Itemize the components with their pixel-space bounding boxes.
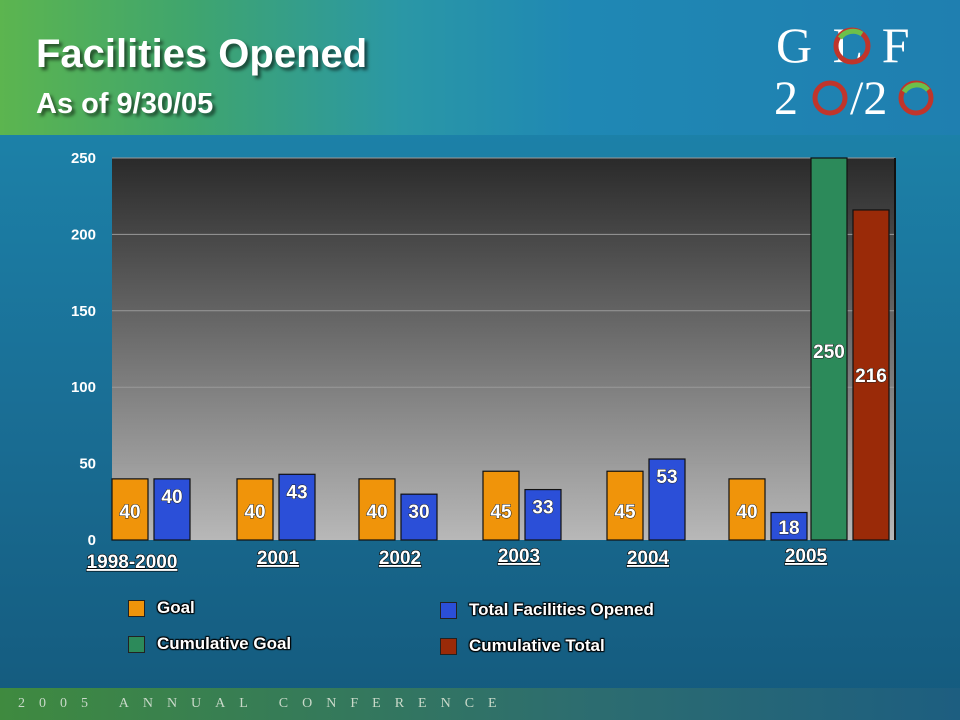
legend-item-cumulative-total: Cumulative Total xyxy=(440,636,605,656)
title-band xyxy=(0,0,960,135)
x-tick-label: 1998-2000 xyxy=(87,552,178,573)
logo-line2a: 2 xyxy=(774,72,798,124)
legend-label-cumulative-total: Cumulative Total xyxy=(469,636,605,655)
x-tick-label: 2003 xyxy=(498,546,540,567)
legend-swatch-total-opened xyxy=(440,601,457,619)
bar-total-facilities-opened-2004 xyxy=(648,458,686,541)
bar-goal-2004 xyxy=(606,470,644,541)
logo-ring-red-2 xyxy=(812,80,848,116)
legend-label-total-opened: Total Facilities Opened xyxy=(469,600,654,619)
bar-cumulative-goal-2005 xyxy=(810,157,848,541)
x-tick-label: 2005 xyxy=(785,546,828,567)
y-tick-label: 250 xyxy=(71,150,96,167)
data-label: 40 xyxy=(119,502,140,523)
data-label: 216 xyxy=(855,366,887,387)
legend-swatch-goal xyxy=(128,599,145,617)
bar-goal-2001 xyxy=(236,478,274,541)
page-title: Facilities Opened xyxy=(36,32,368,76)
logo-line2b: /2 xyxy=(850,72,887,124)
x-tick-label: 2001 xyxy=(257,548,300,569)
bar-total-facilities-opened-2002 xyxy=(400,493,438,541)
y-tick-label: 100 xyxy=(71,379,96,396)
data-label: 40 xyxy=(161,487,182,508)
bar-total-facilities-opened-1998-2000 xyxy=(153,478,191,541)
data-label: 40 xyxy=(736,502,757,523)
data-label: 53 xyxy=(656,467,677,488)
golf-2020-logo: G L F 2 /2 xyxy=(774,17,934,124)
page-subtitle: As of 9/30/05 xyxy=(36,88,214,120)
y-tick-label: 150 xyxy=(71,303,96,320)
legend-item-goal: Goal xyxy=(128,598,195,618)
legend-label-cumulative-goal: Cumulative Goal xyxy=(157,634,292,653)
footer-text: 2005 ANNUAL CONFERENCE xyxy=(18,696,511,711)
data-label: 250 xyxy=(813,342,845,363)
legend-label-goal: Goal xyxy=(157,598,195,617)
bar-goal-1998-2000 xyxy=(111,478,149,541)
x-tick-label: 2004 xyxy=(627,548,670,569)
data-label: 33 xyxy=(532,498,553,519)
bar-total-facilities-opened-2005 xyxy=(770,511,808,541)
facilities-bar-chart: 0 50 100 150 200 250 40 40 1998-2000 40 43 2001 40 30… xyxy=(71,150,896,574)
y-tick-label: 200 xyxy=(71,226,96,243)
logo-ring-green xyxy=(837,28,864,40)
legend-swatch-cumulative-total xyxy=(440,637,457,655)
x-tick-label: 2002 xyxy=(379,548,421,569)
y-tick-label: 50 xyxy=(79,456,96,473)
data-label: 18 xyxy=(778,518,799,539)
bar-total-facilities-opened-2003 xyxy=(524,488,562,541)
legend-item-cumulative-goal: Cumulative Goal xyxy=(128,634,291,654)
bar-total-facilities-opened-2001 xyxy=(278,473,316,541)
data-label: 30 xyxy=(408,502,429,523)
bar-goal-2005 xyxy=(728,478,766,541)
data-label: 40 xyxy=(244,502,265,523)
legend-swatch-cumulative-goal xyxy=(128,635,145,653)
data-label: 45 xyxy=(490,502,512,523)
data-label: 40 xyxy=(366,502,387,523)
bar-goal-2003 xyxy=(482,470,520,541)
bar-cumulative-total-2005 xyxy=(852,209,890,541)
data-label: 45 xyxy=(614,502,636,523)
footer-band: 2005 ANNUAL CONFERENCE xyxy=(0,688,960,720)
logo-line1: G L F xyxy=(776,17,914,73)
logo-ring-green-2 xyxy=(901,82,930,94)
data-label: 43 xyxy=(286,482,307,503)
y-tick-label: 0 xyxy=(88,532,96,549)
legend-item-total-opened: Total Facilities Opened xyxy=(440,600,654,620)
bar-goal-2002 xyxy=(358,478,396,541)
